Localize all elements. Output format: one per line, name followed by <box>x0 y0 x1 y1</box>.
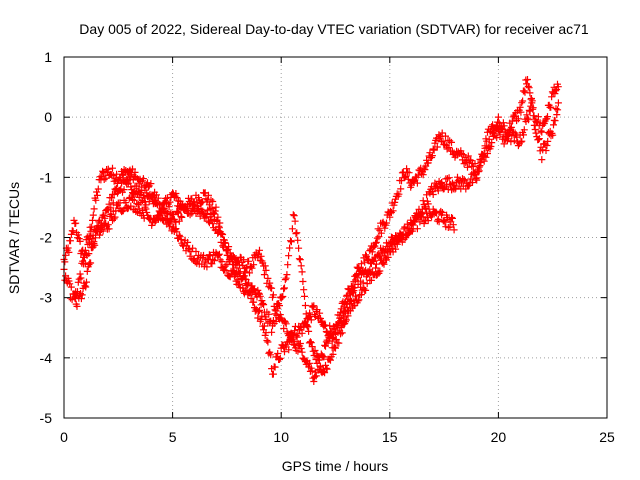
x-tick-label: 20 <box>491 429 507 445</box>
y-tick-label: -2 <box>40 230 53 246</box>
data-points-layer <box>60 76 562 385</box>
x-axis-label: GPS time / hours <box>282 458 389 474</box>
chart-title: Day 005 of 2022, Sidereal Day-to-day VTE… <box>79 21 589 37</box>
y-tick-label: -5 <box>40 410 53 426</box>
y-tick-label: 1 <box>44 49 52 65</box>
x-tick-label: 5 <box>169 429 177 445</box>
x-tick-label: 10 <box>273 429 289 445</box>
axis-ticks-layer: 0 5 10 15 20 25 -5 -4 -3 -2 -1 0 1 <box>40 49 615 445</box>
x-tick-label: 15 <box>382 429 398 445</box>
plot-frame <box>63 56 608 419</box>
y-tick-label: 0 <box>44 109 52 125</box>
y-tick-label: -1 <box>40 169 53 185</box>
y-axis-label: SDTVAR / TECUs <box>6 182 22 294</box>
x-tick-label: 25 <box>599 429 615 445</box>
y-tick-label: -3 <box>40 290 53 306</box>
grid-layer <box>64 57 607 418</box>
y-tick-label: -4 <box>40 350 53 366</box>
data-point-markers <box>60 76 562 385</box>
x-tick-label: 0 <box>60 429 68 445</box>
